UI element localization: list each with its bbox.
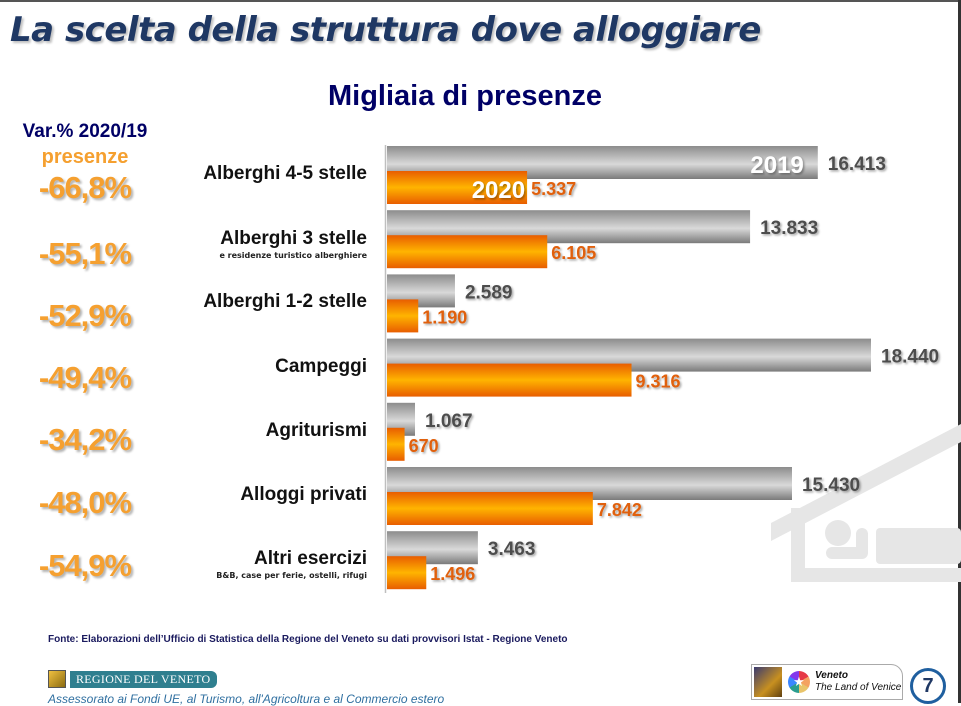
top-border [0,0,961,2]
variation-subheader: presenze [41,146,129,168]
brand-line-1: Veneto [815,670,848,681]
data-label-2019: 18.440 [881,347,939,368]
data-label-2019: 3.463 [488,539,536,560]
variation-value: -34,2% [38,422,132,457]
category-label: Altri esercizi B&B, case per ferie, oste… [216,548,367,580]
data-label-2019: 13.833 [760,218,818,239]
category-name: Alloggi privati [240,484,367,505]
bar-2019 [387,338,871,372]
bar-2019 [387,210,751,244]
bar-2020 [387,235,548,269]
category-label: Alberghi 1-2 stelle [203,291,367,313]
legend-label-2020: 2020 [472,177,525,204]
bar-2020 [387,299,419,333]
category-label: Alloggi privati [240,484,367,506]
star-logo-icon: ★ [788,671,810,693]
page-number: 7 [910,668,946,704]
data-label-2020: 670 [409,436,439,456]
data-label-2019: 1.067 [425,411,473,432]
category-note: e residenze turistico alberghiere [219,251,367,260]
veneto-brand-logo: ★ Veneto The Land of Venice [751,664,903,700]
data-label-2019: 15.430 [802,475,860,496]
variation-value: -49,4% [38,360,132,395]
page-title: La scelta della struttura dove alloggiar… [10,10,761,50]
category-name: Agriturismi [265,420,367,441]
category-label: Campeggi [275,356,367,378]
variation-header: Var.% 2020/19 [22,121,148,142]
assessorato-text: Assessorato ai Fondi UE, al Turismo, all… [48,692,445,706]
category-name: Alberghi 4-5 stelle [203,163,367,184]
data-label-2020: 1.496 [430,564,475,584]
variation-value: -66,8% [38,170,132,205]
bar-2020 [387,492,593,525]
legend-label-2019: 2019 [750,152,803,179]
data-label-2020: 6.105 [551,243,596,263]
bar-2020 [387,363,632,397]
right-border [958,0,961,703]
bar-2019 [387,402,416,436]
category-label: Alberghi 4-5 stelle [203,163,367,185]
category-note: B&B, case per ferie, ostelli, rifugi [216,571,367,580]
bar-2019 [387,146,818,179]
data-label-2020: 1.190 [422,307,467,327]
bar-2020 [387,427,405,461]
source-note: Fonte: Elaborazioni dell’Ufficio di Stat… [48,634,568,645]
regione-logo: REGIONE DEL VENETO [48,670,217,688]
variation-value: -54,9% [38,548,132,583]
bar-2019 [387,531,478,565]
variation-value: -52,9% [38,298,132,333]
regione-label: REGIONE DEL VENETO [70,670,217,688]
data-label-2020: 7.842 [597,500,642,520]
bar-2020 [387,556,427,590]
variation-value: -48,0% [38,485,132,520]
bar-2019 [387,274,455,308]
variation-value: -55,1% [38,236,132,271]
brand-line-2: The Land of Venice [815,682,902,693]
category-label: Alberghi 3 stelle e residenze turistico … [219,228,367,260]
data-label-2019: 2.589 [465,282,513,303]
category-name: Alberghi 1-2 stelle [203,291,367,312]
data-label-2020: 5.337 [531,179,576,199]
lion-emblem-icon [48,670,66,688]
data-label-2020: 9.316 [636,372,681,392]
bar-2019 [387,467,792,500]
data-label-2019: 16.413 [828,154,886,175]
lion-image-icon [754,667,782,697]
category-name: Altri esercizi [254,548,367,569]
category-name: Campeggi [275,356,367,377]
category-name: Alberghi 3 stelle [220,228,367,249]
hotel-bed-icon [771,424,961,582]
bar-2020 [387,171,528,204]
chart-title: Migliaia di presenze [328,80,602,112]
category-label: Agriturismi [266,420,367,442]
